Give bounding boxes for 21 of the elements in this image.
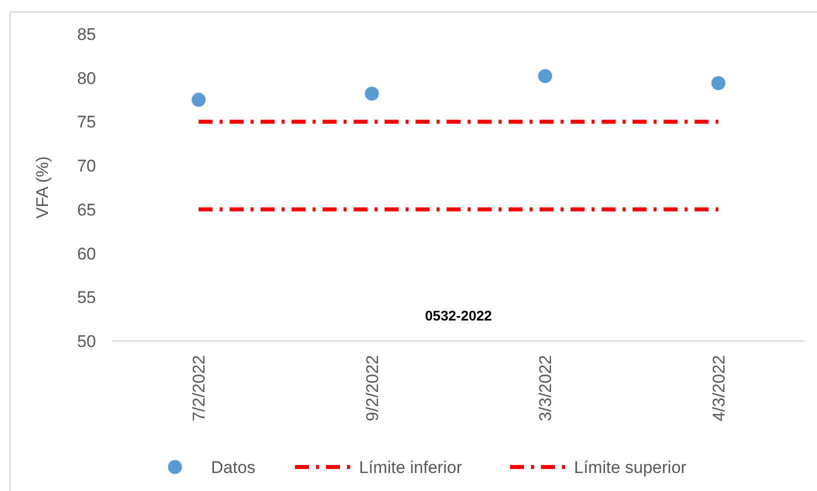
x-tick-label: 7/2/2022 [190, 355, 209, 422]
x-tick-label: 4/3/2022 [709, 355, 728, 422]
point [538, 69, 552, 84]
x-tick-label: 3/3/2022 [536, 355, 556, 422]
x-tick-label: 9/2/2022 [362, 355, 382, 422]
y-tick-label: 50 [77, 332, 96, 351]
legend-label: Límite superior [574, 458, 687, 477]
point [192, 92, 206, 107]
legend-label: Límite inferior [359, 458, 462, 477]
y-tick-label: 80 [77, 68, 96, 88]
y-tick-label: 70 [77, 156, 96, 176]
y-tick-label: 65 [77, 200, 96, 220]
point [711, 76, 726, 90]
y-tick-label: 75 [77, 112, 96, 132]
y-tick-label: 55 [77, 288, 96, 308]
point [364, 86, 379, 101]
y-tick-label: 60 [77, 244, 96, 264]
y-tick-label: 85 [77, 25, 96, 44]
annotation: 0532-2022 [425, 308, 492, 324]
y-axis-title: VFA (%) [33, 156, 52, 219]
legend-label: Datos [211, 458, 256, 477]
